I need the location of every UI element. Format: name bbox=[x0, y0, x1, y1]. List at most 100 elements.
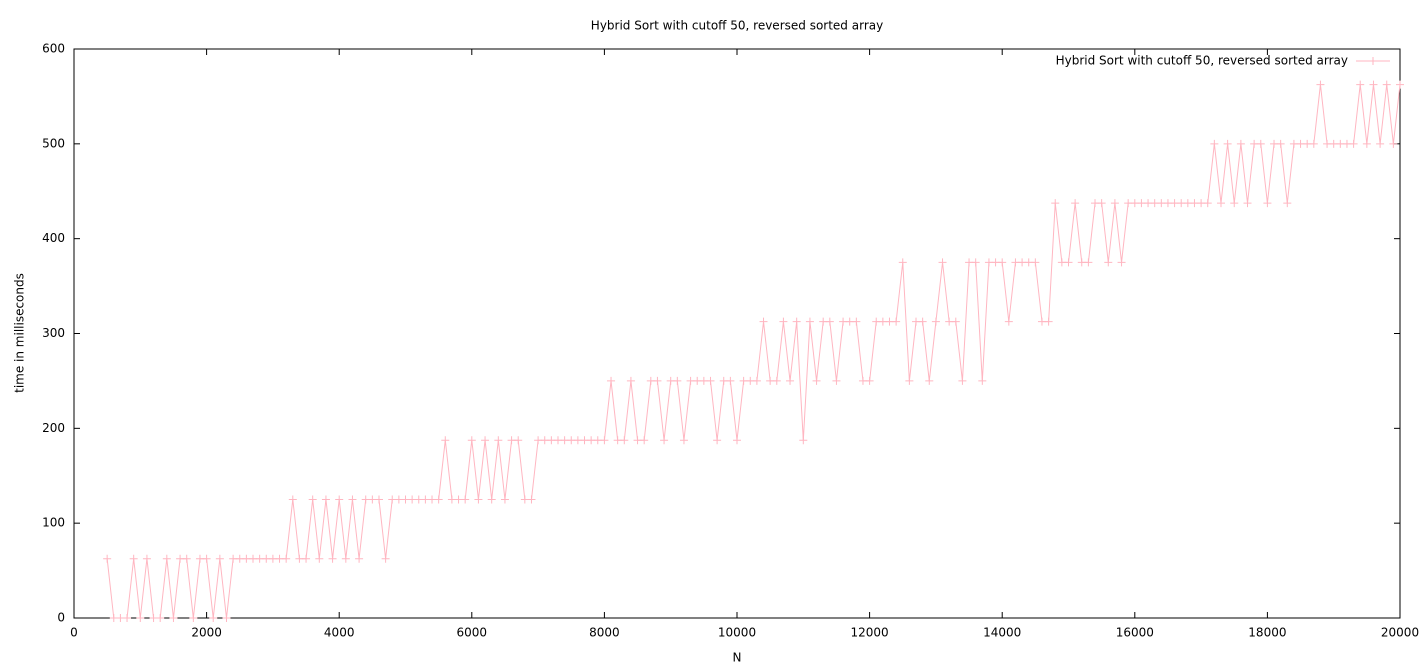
legend-marker bbox=[1369, 57, 1377, 65]
point-marker bbox=[374, 495, 383, 504]
point-marker bbox=[978, 376, 987, 385]
point-marker bbox=[467, 436, 476, 445]
x-tick-label: 8000 bbox=[589, 626, 620, 640]
point-marker bbox=[500, 495, 509, 504]
point-marker bbox=[1369, 80, 1378, 89]
point-marker bbox=[1210, 139, 1219, 148]
point-marker bbox=[713, 436, 722, 445]
point-marker bbox=[315, 554, 324, 563]
x-axis-label: N bbox=[733, 651, 742, 665]
x-tick-label: 14000 bbox=[983, 626, 1021, 640]
point-marker bbox=[136, 614, 145, 622]
point-marker bbox=[441, 436, 450, 445]
point-marker bbox=[733, 436, 741, 445]
point-marker bbox=[355, 554, 364, 563]
point-marker bbox=[1104, 258, 1113, 267]
point-marker bbox=[123, 614, 132, 622]
point-marker bbox=[1110, 199, 1119, 208]
point-marker bbox=[1097, 199, 1106, 208]
y-tick-label: 100 bbox=[42, 516, 65, 530]
point-marker bbox=[182, 554, 191, 563]
point-marker bbox=[1031, 258, 1040, 267]
point-marker bbox=[892, 317, 901, 326]
point-marker bbox=[726, 376, 735, 385]
point-marker bbox=[1223, 139, 1232, 148]
y-tick-label: 600 bbox=[42, 42, 65, 56]
x-tick-label: 20000 bbox=[1381, 626, 1419, 640]
point-marker bbox=[660, 436, 669, 445]
point-marker bbox=[222, 614, 231, 622]
point-marker bbox=[706, 376, 715, 385]
point-marker bbox=[1283, 199, 1292, 208]
point-marker bbox=[1376, 139, 1385, 148]
point-marker bbox=[1117, 258, 1126, 267]
point-marker bbox=[103, 554, 112, 563]
point-marker bbox=[1216, 199, 1225, 208]
x-tick-label: 18000 bbox=[1248, 626, 1286, 640]
point-marker bbox=[1349, 139, 1358, 148]
point-marker bbox=[156, 614, 165, 622]
point-marker bbox=[825, 317, 834, 326]
point-marker bbox=[971, 258, 980, 267]
y-tick-label: 400 bbox=[42, 231, 65, 245]
point-marker bbox=[1044, 317, 1053, 326]
y-tick-label: 300 bbox=[42, 326, 65, 340]
y-tick-label: 0 bbox=[57, 611, 65, 625]
y-axis-label: time in milliseconds bbox=[13, 273, 27, 393]
point-marker bbox=[169, 614, 178, 622]
point-marker bbox=[1256, 139, 1265, 148]
y-tick-label: 500 bbox=[42, 136, 65, 150]
point-marker bbox=[527, 495, 536, 504]
point-marker bbox=[786, 376, 795, 385]
point-marker bbox=[1396, 80, 1404, 89]
point-marker bbox=[1389, 139, 1398, 148]
point-marker bbox=[308, 495, 317, 504]
point-marker bbox=[931, 317, 940, 326]
point-marker bbox=[381, 554, 390, 563]
point-marker bbox=[474, 495, 483, 504]
point-marker bbox=[600, 436, 609, 445]
point-marker bbox=[321, 495, 330, 504]
point-marker bbox=[653, 376, 662, 385]
point-marker bbox=[805, 317, 814, 326]
point-marker bbox=[779, 317, 788, 326]
y-tick-label: 200 bbox=[42, 421, 65, 435]
point-marker bbox=[673, 376, 682, 385]
point-marker bbox=[142, 554, 151, 563]
point-marker bbox=[514, 436, 523, 445]
point-marker bbox=[951, 317, 960, 326]
point-marker bbox=[812, 376, 821, 385]
x-tick-label: 0 bbox=[70, 626, 78, 640]
x-tick-label: 10000 bbox=[718, 626, 756, 640]
series-line bbox=[106, 84, 1401, 619]
point-marker bbox=[487, 495, 496, 504]
point-marker bbox=[189, 614, 198, 622]
point-marker bbox=[302, 554, 311, 563]
point-marker bbox=[852, 317, 861, 326]
point-marker bbox=[282, 554, 291, 563]
point-marker bbox=[202, 554, 211, 563]
point-marker bbox=[1203, 199, 1212, 208]
point-marker bbox=[215, 554, 224, 563]
chart-title: Hybrid Sort with cutoff 50, reversed sor… bbox=[591, 19, 883, 33]
x-tick-label: 6000 bbox=[457, 626, 488, 640]
point-marker bbox=[209, 614, 218, 622]
point-marker bbox=[759, 317, 768, 326]
point-marker bbox=[1230, 199, 1239, 208]
point-marker bbox=[1382, 80, 1391, 89]
point-marker bbox=[129, 554, 138, 563]
point-marker bbox=[1084, 258, 1093, 267]
point-marker bbox=[1243, 199, 1252, 208]
point-marker bbox=[752, 376, 761, 385]
point-marker bbox=[640, 436, 649, 445]
point-marker bbox=[958, 376, 967, 385]
point-marker bbox=[998, 258, 1007, 267]
point-marker bbox=[1263, 199, 1272, 208]
x-tick-label: 4000 bbox=[324, 626, 355, 640]
point-marker bbox=[626, 376, 635, 385]
x-tick-label: 16000 bbox=[1116, 626, 1154, 640]
point-marker bbox=[461, 495, 470, 504]
point-marker bbox=[481, 436, 490, 445]
point-marker bbox=[1051, 199, 1060, 208]
